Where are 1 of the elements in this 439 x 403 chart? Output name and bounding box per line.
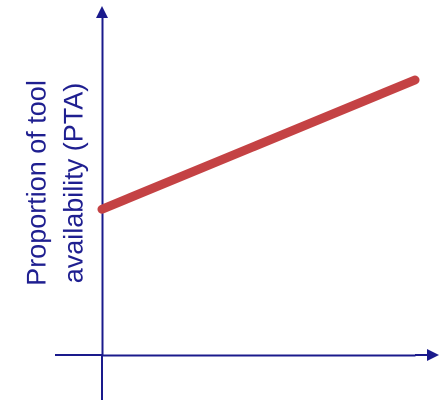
y-axis-title: Proportion of tool availability (PTA) xyxy=(22,80,88,286)
